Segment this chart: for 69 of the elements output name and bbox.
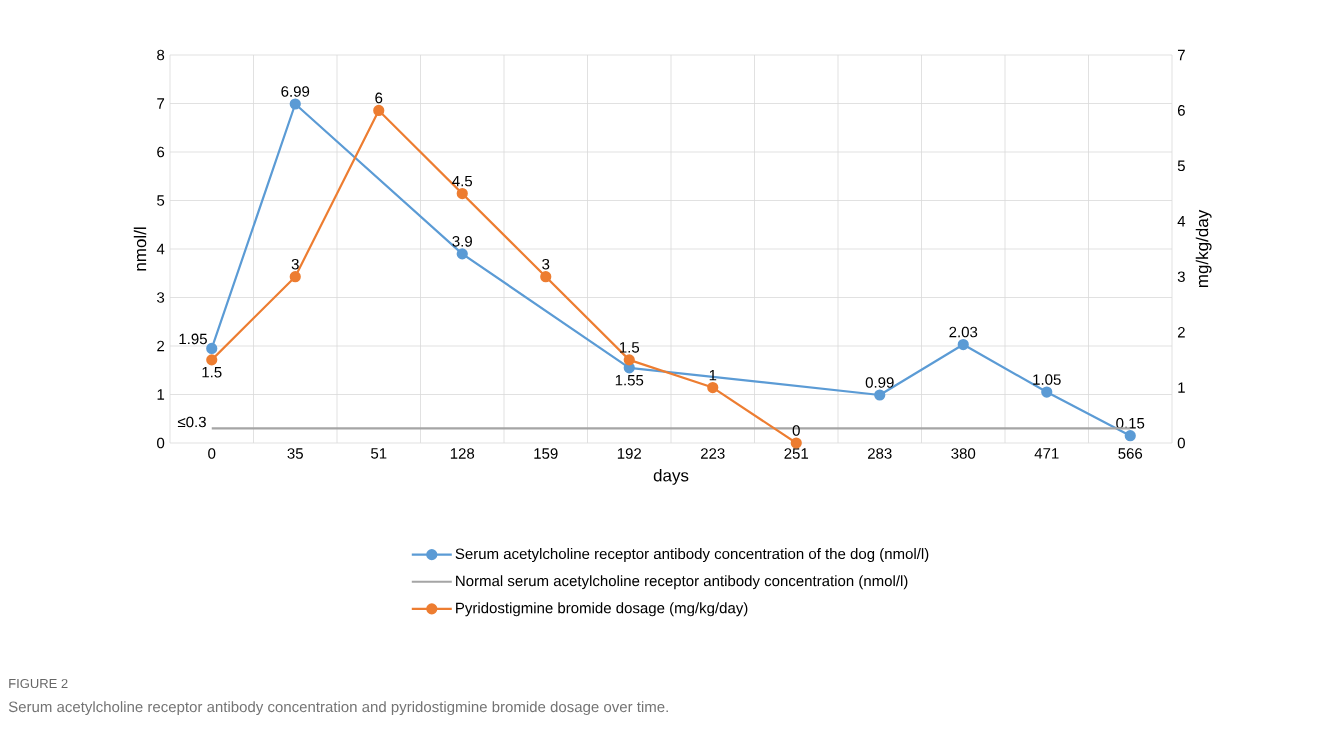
y2-tick-label: 7 <box>1177 49 1185 61</box>
x-tick-label: 159 <box>534 448 558 459</box>
x-tick-label: 223 <box>700 448 725 459</box>
y-axis-title: nmol/l <box>133 227 147 271</box>
x-tick-label: 380 <box>951 448 976 459</box>
x-tick-label: 128 <box>450 448 475 459</box>
data-label: 0 <box>792 425 800 436</box>
y2-tick-label: 6 <box>1177 105 1185 116</box>
point <box>790 437 802 449</box>
data-label: 1.5 <box>202 367 222 378</box>
x-tick-label: 251 <box>784 448 809 459</box>
y-tick-label: 5 <box>157 195 165 206</box>
point <box>874 389 886 401</box>
data-label: 0.99 <box>865 377 894 388</box>
caption: FIGURE 2 <box>9 678 68 689</box>
data-label: 2.03 <box>949 326 978 338</box>
y2-tick-label: 4 <box>1177 216 1186 227</box>
point <box>456 187 468 200</box>
point <box>456 248 468 260</box>
data-label: ≤0.3 <box>177 416 206 428</box>
y2-tick-label: 5 <box>1177 160 1185 172</box>
point <box>289 271 301 283</box>
y-tick-label: 6 <box>157 146 165 158</box>
y-tick-label: 3 <box>157 292 165 303</box>
data-label: 3 <box>542 258 550 270</box>
y-tick-label: 8 <box>157 49 165 61</box>
y2-tick-label: 1 <box>1178 382 1185 393</box>
y-tick-label: 1 <box>157 389 165 400</box>
data-label: 1.55 <box>615 375 644 386</box>
y2-tick-label: 3 <box>1177 271 1185 283</box>
point <box>1041 386 1053 398</box>
point <box>707 381 719 394</box>
x-tick-label: 35 <box>287 448 303 459</box>
point <box>206 354 218 366</box>
point <box>1124 430 1136 442</box>
data-label: 0.15 <box>1116 417 1145 429</box>
point <box>289 98 301 110</box>
x-tick-label: 0 <box>208 448 216 459</box>
y2-tick-label: 2 <box>1177 326 1185 338</box>
legend-label: Serum acetylcholine receptor antibody concentration of the dog (nmol/l) <box>455 548 929 563</box>
x-axis-title: days <box>653 469 689 485</box>
y-tick-label: 0 <box>157 437 165 449</box>
data-label: 1.5 <box>619 342 640 353</box>
y-tick-label: 4 <box>156 243 165 255</box>
data-label: 3 <box>291 258 299 270</box>
x-tick-label: 192 <box>617 448 642 459</box>
data-label: 6.99 <box>281 86 310 97</box>
data-label: 1 <box>709 370 717 381</box>
x-tick-label: 471 <box>1034 448 1059 459</box>
data-label: 1.05 <box>1033 374 1061 385</box>
x-tick-label: 566 <box>1118 448 1143 459</box>
data-label: 3.9 <box>452 236 472 247</box>
data-label: 6 <box>375 92 383 104</box>
x-tick-label: 51 <box>371 448 387 459</box>
data-label: 4.5 <box>452 175 473 187</box>
y2-tick-label: 0 <box>1177 437 1185 449</box>
legend-label: Pyridostigmine bromide dosage (mg/kg/day) <box>456 602 748 617</box>
x-tick-label: 283 <box>867 448 892 459</box>
point <box>623 354 635 366</box>
y-tick-label: 2 <box>157 340 165 352</box>
data-label: 1.95 <box>179 333 207 345</box>
legend-label: Normal serum acetylcholine receptor antibody concentration (nmol/l) <box>456 575 908 590</box>
point <box>206 342 218 355</box>
y2-axis-title: mg/kg/day <box>1195 209 1212 288</box>
point <box>540 271 552 283</box>
text: Serum acetylcholine receptor antibody concentration and pyridostigmine bromide dosage over time. <box>8 701 668 716</box>
point <box>957 338 969 351</box>
point <box>373 104 385 117</box>
y-tick-label: 7 <box>157 98 165 109</box>
